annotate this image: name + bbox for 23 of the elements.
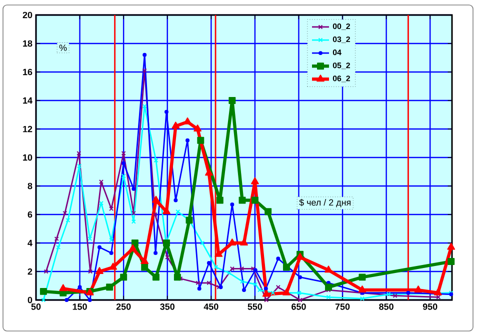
annotation: % [59, 44, 67, 51]
y-tick-label: 4 [28, 240, 32, 246]
y-tick-label: 14 [23, 97, 32, 104]
y-tick-label: 20 [22, 12, 32, 18]
x-tick-label: 650 [292, 304, 306, 310]
x-tick-label: 150 [72, 304, 87, 310]
x-tick-label: 850 [379, 304, 394, 310]
annotation: $ чел / 2 дня [299, 198, 351, 208]
x-tick-label: 50 [31, 304, 41, 310]
y-tick-label: 2 [28, 268, 32, 275]
x-tick-label: 450 [204, 304, 218, 310]
y-tick-label: 18 [23, 40, 32, 47]
x-tick-label: 550 [248, 304, 262, 310]
y-tick-label: 10 [23, 154, 32, 161]
y-tick-label: 16 [23, 68, 32, 76]
y-tick-label: 12 [23, 126, 32, 132]
y-tick-label: 8 [28, 182, 32, 190]
y-tick-label: 0 [28, 296, 32, 304]
y-tick-label: 6 [28, 211, 32, 218]
x-tick-label: 250 [116, 304, 131, 310]
x-tick-label: 950 [422, 304, 438, 310]
x-tick-label: 750 [335, 304, 350, 310]
x-tick-label: 350 [160, 304, 174, 310]
